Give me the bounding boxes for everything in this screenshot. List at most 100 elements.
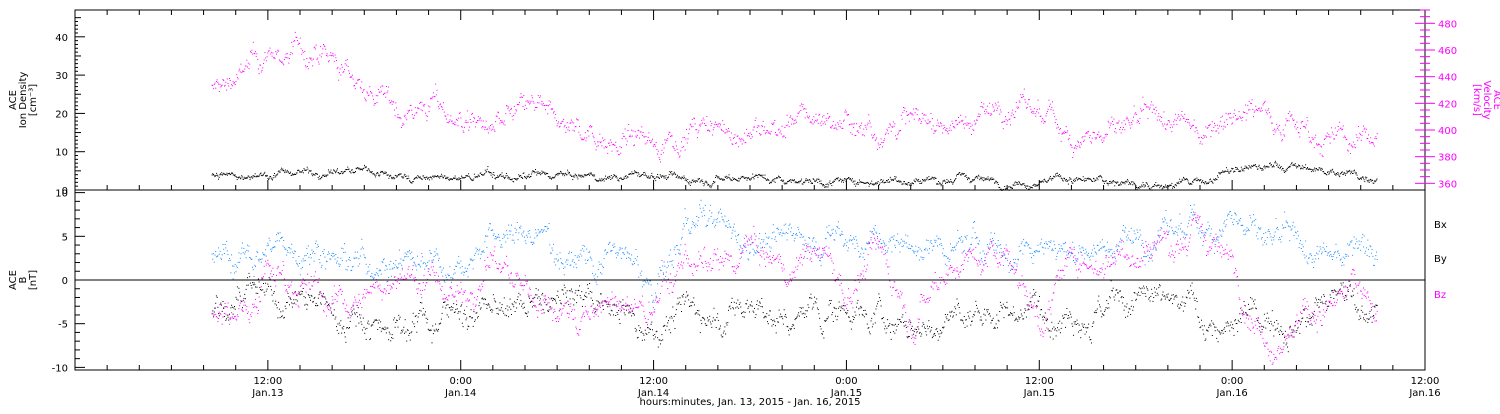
velocity-point xyxy=(567,122,568,123)
density-point xyxy=(955,179,956,180)
velocity-point xyxy=(1167,124,1168,125)
bx-point xyxy=(674,316,675,317)
velocity-point xyxy=(1163,126,1164,127)
density-point xyxy=(366,166,367,167)
density-point xyxy=(287,170,288,171)
density-point xyxy=(280,172,281,173)
velocity-point xyxy=(571,120,572,121)
velocity-point xyxy=(1282,139,1283,140)
density-point xyxy=(312,175,313,176)
velocity-point xyxy=(1279,125,1280,126)
bx-point xyxy=(737,306,738,307)
bx-point xyxy=(1145,296,1146,297)
velocity-point xyxy=(807,116,808,117)
bx-point xyxy=(514,301,515,302)
velocity-point xyxy=(1360,134,1361,135)
velocity-point xyxy=(850,124,851,125)
bx-point xyxy=(818,313,819,314)
velocity-point xyxy=(1171,124,1172,125)
bx-point xyxy=(970,311,971,312)
density-point xyxy=(726,176,727,177)
bx-point xyxy=(1168,294,1169,295)
velocity-point xyxy=(317,59,318,60)
bx-point xyxy=(307,304,308,305)
bx-point xyxy=(896,330,897,331)
density-point xyxy=(371,172,372,173)
density-point xyxy=(1042,181,1043,182)
velocity-point xyxy=(458,118,459,119)
bx-point xyxy=(1153,301,1154,302)
velocity-point xyxy=(1249,101,1250,102)
velocity-point xyxy=(1294,120,1295,121)
density-point xyxy=(523,172,524,173)
bx-point xyxy=(394,317,395,318)
bx-point xyxy=(580,297,581,298)
velocity-point xyxy=(756,118,757,119)
bx-point xyxy=(570,290,571,291)
bx-point xyxy=(984,309,985,310)
velocity-point xyxy=(950,125,951,126)
density-point xyxy=(272,179,273,180)
bx-point xyxy=(386,332,387,333)
bx-point xyxy=(907,337,908,338)
bx-point xyxy=(251,288,252,289)
bx-point xyxy=(910,321,911,322)
density-point xyxy=(528,176,529,177)
bx-point xyxy=(690,302,691,303)
bx-point xyxy=(620,302,621,303)
bx-point xyxy=(830,303,831,304)
bx-point xyxy=(816,298,817,299)
velocity-point xyxy=(285,54,286,55)
density-point xyxy=(520,175,521,176)
bx-point xyxy=(855,312,856,313)
bx-point xyxy=(740,307,741,308)
bx-point xyxy=(527,316,528,317)
density-point xyxy=(628,177,629,178)
density-point xyxy=(1275,161,1276,162)
bx-point xyxy=(1074,324,1075,325)
bx-point xyxy=(741,313,742,314)
velocity-point xyxy=(1175,114,1176,115)
velocity-point xyxy=(1202,144,1203,145)
velocity-point xyxy=(635,131,636,132)
density-point xyxy=(826,186,827,187)
velocity-point xyxy=(1309,142,1310,143)
bx-point xyxy=(844,310,845,311)
density-point xyxy=(723,179,724,180)
density-point xyxy=(689,184,690,185)
velocity-point xyxy=(645,143,646,144)
velocity-point xyxy=(239,69,240,70)
velocity-point xyxy=(317,58,318,59)
bx-point xyxy=(217,307,218,308)
velocity-point xyxy=(578,132,579,133)
velocity-point xyxy=(361,81,362,82)
bx-point xyxy=(392,334,393,335)
bx-point xyxy=(466,318,467,319)
velocity-point xyxy=(1281,134,1282,135)
bx-point xyxy=(802,313,803,314)
bx-point xyxy=(466,319,467,320)
velocity-point xyxy=(327,56,328,57)
velocity-point xyxy=(900,130,901,131)
bx-point xyxy=(1181,302,1182,303)
velocity-point xyxy=(1103,138,1104,139)
density-point xyxy=(953,182,954,183)
density-point xyxy=(711,186,712,187)
bx-point xyxy=(264,292,265,293)
bx-point xyxy=(557,295,558,296)
velocity-point xyxy=(520,97,521,98)
density-point xyxy=(1365,177,1366,178)
bx-point xyxy=(334,309,335,310)
bx-point xyxy=(542,293,543,294)
velocity-point xyxy=(572,122,573,123)
density-point xyxy=(1263,169,1264,170)
bx-point xyxy=(624,312,625,313)
bx-point xyxy=(507,310,508,311)
bx-point xyxy=(616,305,617,306)
density-point xyxy=(468,173,469,174)
velocity-point xyxy=(722,120,723,121)
velocity-point xyxy=(863,134,864,135)
density-point xyxy=(660,176,661,177)
velocity-point xyxy=(1345,137,1346,138)
density-point xyxy=(687,181,688,182)
